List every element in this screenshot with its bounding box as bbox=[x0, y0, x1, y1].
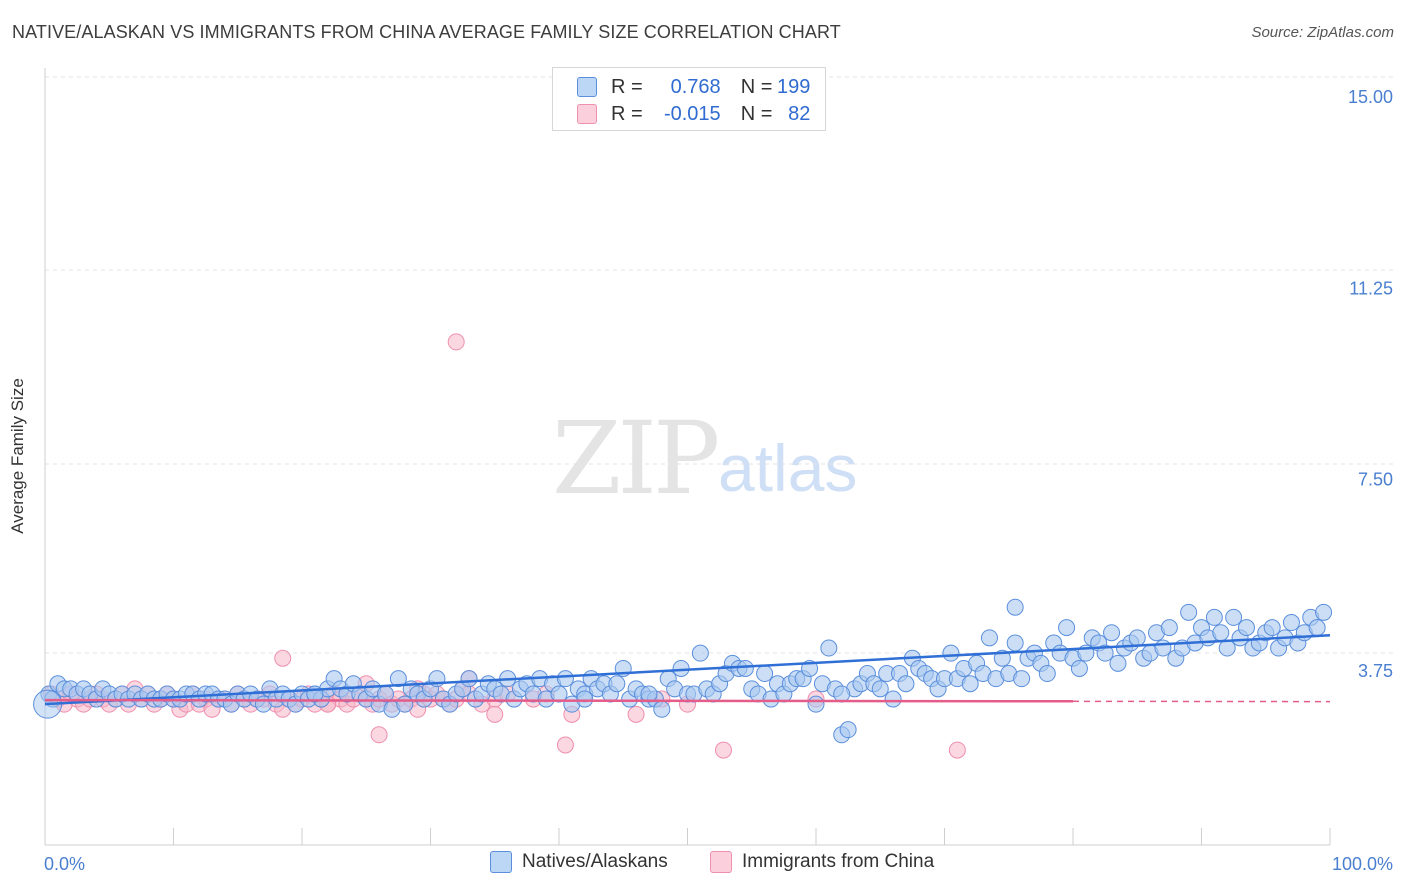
tick-labels: 3.75 7.50 11.25 15.00 0.0% 100.0% bbox=[44, 87, 1393, 874]
natives-point bbox=[653, 700, 671, 718]
immigrants-point bbox=[274, 649, 292, 667]
x-tick-label-min: 0.0% bbox=[44, 854, 85, 874]
natives-point bbox=[1282, 614, 1300, 632]
immigrants-point bbox=[714, 741, 732, 759]
correlation-legend: R = 0.768 N = 199 R = -0.015 N = 82 bbox=[552, 67, 826, 131]
bottom-legend-natives-label: Natives/Alaskans bbox=[522, 851, 668, 872]
trend-lines bbox=[44, 634, 1331, 706]
bottom-legend-immigrants-label: Immigrants from China bbox=[742, 851, 935, 872]
natives-point bbox=[1128, 629, 1146, 647]
natives-point bbox=[1212, 624, 1230, 642]
natives-point bbox=[1154, 639, 1172, 657]
immigrants-trend-line bbox=[44, 698, 1074, 703]
natives-point bbox=[608, 675, 626, 693]
natives-point bbox=[1006, 634, 1024, 652]
watermark-zip: ZIP bbox=[552, 400, 720, 517]
natives-point bbox=[897, 675, 915, 693]
natives-point bbox=[1263, 619, 1281, 637]
natives-point bbox=[942, 644, 960, 662]
grid-lines bbox=[45, 76, 1395, 654]
immigrants-point bbox=[948, 741, 966, 759]
legend-swatch-natives bbox=[577, 77, 597, 97]
natives-point bbox=[1237, 619, 1255, 637]
y-tick-label: 3.75 bbox=[1358, 661, 1393, 681]
natives-point bbox=[389, 670, 407, 688]
natives-point bbox=[1013, 670, 1031, 688]
legend-row-immigrants: R = -0.015 N = 82 bbox=[577, 102, 810, 126]
legend-swatch-immigrants bbox=[577, 104, 597, 124]
natives-point bbox=[460, 670, 478, 688]
chart-title: NATIVE/ALASKAN VS IMMIGRANTS FROM CHINA … bbox=[12, 22, 841, 42]
natives-point bbox=[1205, 608, 1223, 626]
natives-point bbox=[1225, 608, 1243, 626]
immigrants-point bbox=[370, 726, 388, 744]
series-natives-points bbox=[33, 598, 1333, 744]
natives-point bbox=[672, 659, 690, 677]
natives-point bbox=[1103, 624, 1121, 642]
natives-point bbox=[556, 670, 574, 688]
natives-point bbox=[1096, 644, 1114, 662]
legend-r-label: R = bbox=[611, 75, 643, 98]
bottom-legend-immigrants[interactable]: Immigrants from China bbox=[710, 851, 934, 873]
legend-n-label: N = bbox=[740, 102, 773, 125]
natives-point bbox=[839, 721, 857, 739]
natives-point bbox=[396, 695, 414, 713]
natives-point bbox=[1180, 603, 1198, 621]
natives-point bbox=[1038, 665, 1056, 683]
natives-point bbox=[1160, 619, 1178, 637]
natives-point bbox=[736, 659, 754, 677]
immigrants-point bbox=[627, 705, 645, 723]
natives-point bbox=[980, 629, 998, 647]
immigrants-point bbox=[486, 705, 504, 723]
axes bbox=[44, 68, 1331, 846]
natives-point bbox=[576, 690, 594, 708]
natives-point bbox=[807, 695, 825, 713]
immigrants-point bbox=[447, 333, 465, 351]
natives-point bbox=[1218, 639, 1236, 657]
natives-point bbox=[550, 685, 568, 703]
legend-n-value: 82 bbox=[788, 102, 811, 125]
legend-n-label: N = bbox=[740, 75, 773, 98]
natives-point bbox=[1070, 659, 1088, 677]
legend-r-value: 0.768 bbox=[670, 75, 721, 98]
natives-point bbox=[871, 680, 889, 698]
natives-point bbox=[884, 690, 902, 708]
natives-trend-line bbox=[44, 634, 1331, 706]
legend-row-natives: R = 0.768 N = 199 bbox=[577, 75, 810, 99]
watermark-atlas: atlas bbox=[718, 431, 858, 505]
legend-r-label: R = bbox=[611, 102, 643, 125]
natives-point bbox=[820, 639, 838, 657]
y-tick-label: 7.50 bbox=[1358, 470, 1393, 490]
natives-point bbox=[961, 675, 979, 693]
bottom-swatch-natives bbox=[490, 851, 512, 873]
natives-point bbox=[756, 665, 774, 683]
source-label: Source: ZipAtlas.com bbox=[1251, 24, 1394, 41]
legend-r-value: -0.015 bbox=[663, 102, 721, 125]
natives-point bbox=[1006, 598, 1024, 616]
natives-point bbox=[1109, 654, 1127, 672]
x-tick-label-max: 100.0% bbox=[1332, 854, 1393, 874]
y-tick-label: 15.00 bbox=[1348, 87, 1393, 107]
natives-point bbox=[1058, 619, 1076, 637]
natives-point bbox=[1308, 619, 1326, 637]
bottom-legend-natives[interactable]: Natives/Alaskans bbox=[490, 851, 668, 873]
natives-point bbox=[833, 685, 851, 703]
bottom-swatch-immigrants bbox=[710, 851, 732, 873]
legend-n-value: 199 bbox=[777, 75, 811, 98]
y-tick-label: 11.25 bbox=[1349, 278, 1393, 298]
natives-point bbox=[691, 644, 709, 662]
natives-point bbox=[1315, 603, 1333, 621]
immigrants-point bbox=[556, 736, 574, 754]
